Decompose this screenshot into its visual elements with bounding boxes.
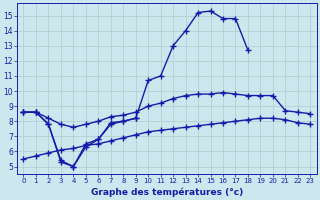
X-axis label: Graphe des températures (°c): Graphe des températures (°c) bbox=[91, 187, 243, 197]
